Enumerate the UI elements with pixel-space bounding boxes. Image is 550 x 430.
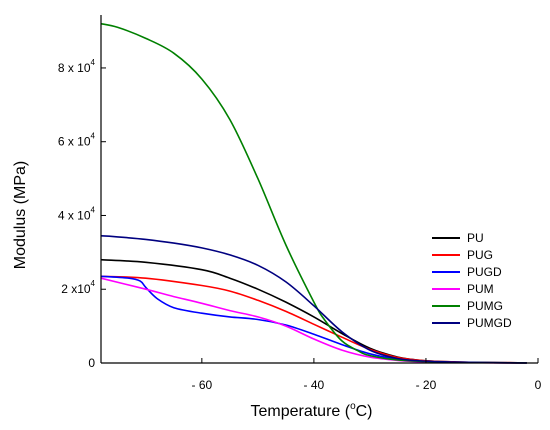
x-axis-title-text: Temperature (	[250, 403, 350, 420]
y-tick-label: 8 x 104	[58, 58, 96, 75]
series-line-pug	[100, 275, 527, 364]
x-tick-label: - 60	[192, 378, 213, 392]
legend-label-pumg: PUMG	[467, 299, 503, 313]
legend-label-pug: PUG	[467, 248, 493, 262]
x-tick-label: - 40	[304, 378, 325, 392]
y-tick-label: 0	[88, 356, 95, 370]
legend: PU PUG PUGD PUM PUMG PUMGD	[432, 231, 512, 330]
series-line-pum	[100, 277, 527, 364]
legend-label-pum: PUM	[467, 282, 494, 296]
x-axis-title-unit: C)	[356, 403, 373, 420]
legend-label-pumgd: PUMGD	[467, 316, 512, 330]
x-tick-label: - 20	[416, 378, 437, 392]
y-tick-label: 4 x 104	[58, 205, 96, 222]
x-ticks: - 60 - 40 - 20 0	[192, 358, 542, 392]
y-ticks: 0 2 x104 4 x 104 6 x 104 8 x 104	[58, 58, 106, 370]
y-axis-title: Modulus (MPa)	[12, 161, 29, 269]
x-axis-title-degree: o	[350, 401, 356, 412]
legend-label-pu: PU	[467, 231, 484, 245]
x-axis-title: Temperature (oC)	[250, 401, 372, 420]
y-tick-label: 2 x104	[61, 279, 95, 296]
series-line-pumg	[100, 22, 527, 364]
series-line-pugd	[100, 275, 527, 364]
x-tick-label: 0	[535, 378, 542, 392]
series-line-pu	[100, 258, 527, 364]
y-tick-label: 6 x 104	[58, 132, 96, 149]
series-line-pumgd	[100, 235, 527, 364]
plot-lines	[100, 22, 527, 364]
legend-label-pugd: PUGD	[467, 265, 502, 279]
